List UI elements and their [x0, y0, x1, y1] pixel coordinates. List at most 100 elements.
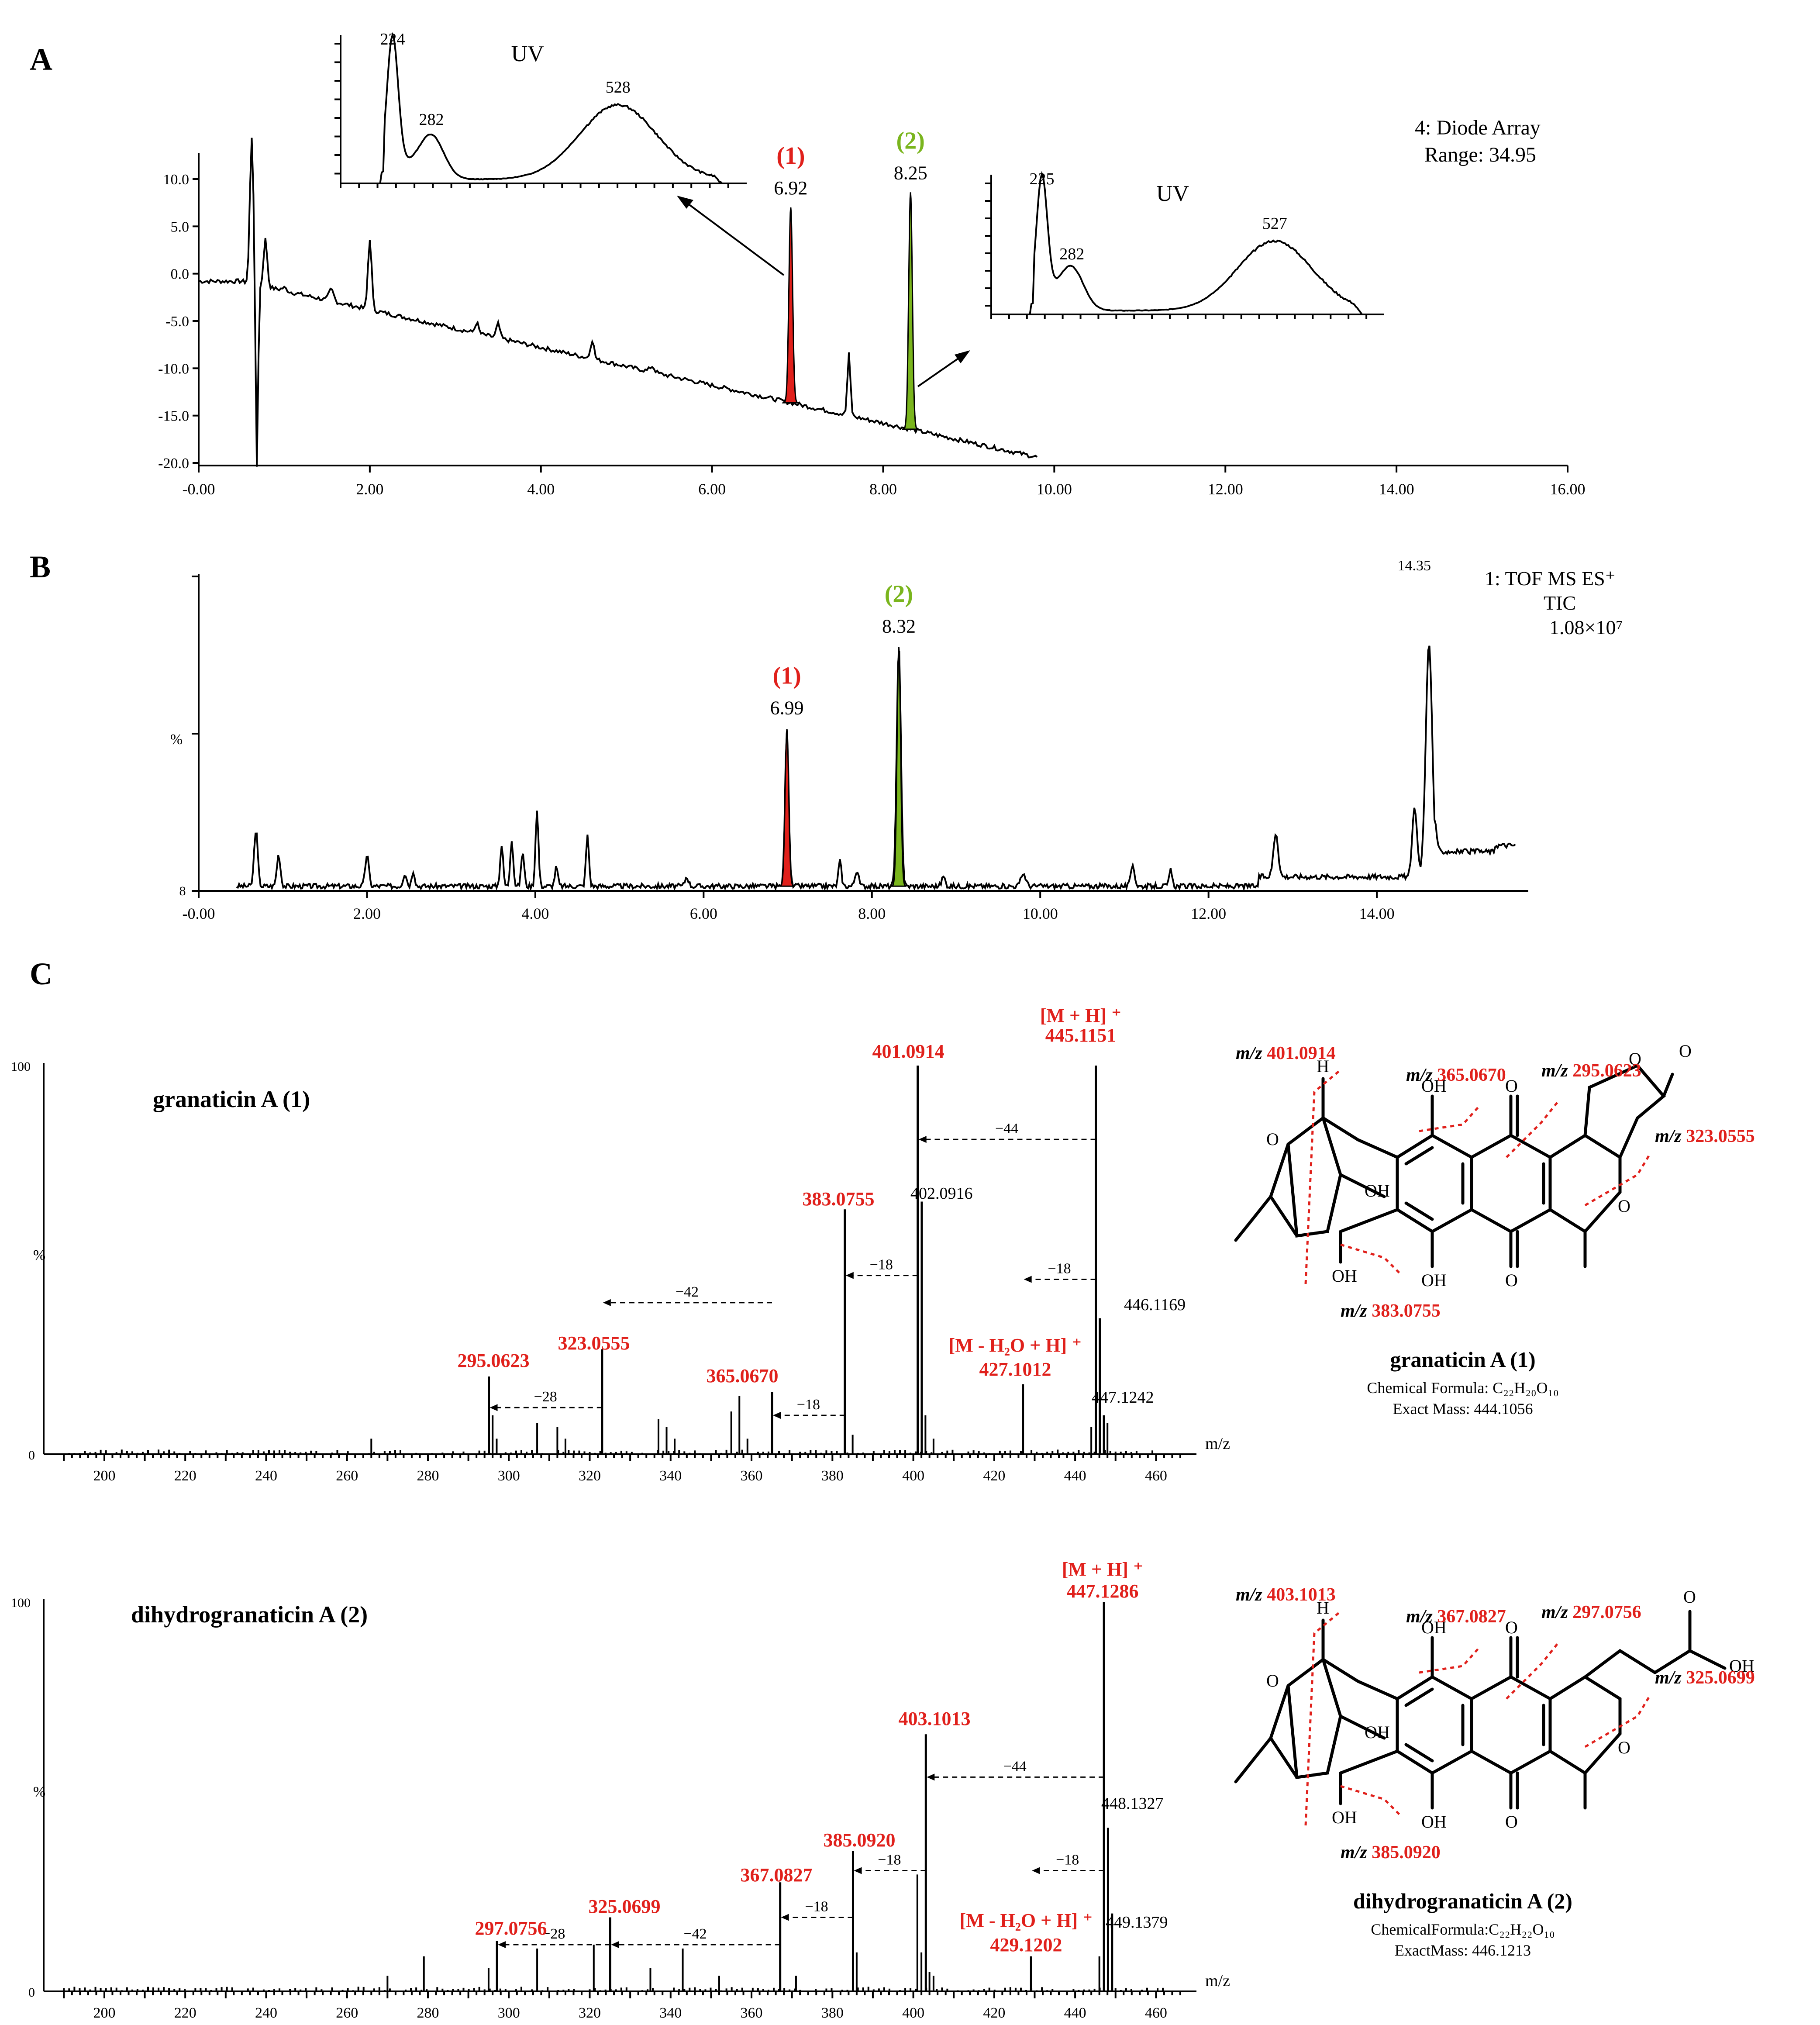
y-zero-label: 8	[179, 884, 186, 898]
x-tick-label: 12.00	[1191, 905, 1226, 922]
x-tick-label: 260	[336, 2005, 358, 2021]
x-tick-label: 14.00	[1359, 905, 1395, 922]
uv-spectrum-trace	[1004, 171, 1379, 315]
peak-mz-323.0555: 323.0555	[558, 1332, 630, 1354]
bond-methyl-left	[1234, 1195, 1272, 1242]
x-tick-label: 10.00	[1037, 480, 1072, 498]
peak-annotation-447.1286: [M + H] ⁺	[1062, 1559, 1143, 1580]
atom-o: O	[1266, 1671, 1279, 1690]
y-max-label: 100	[11, 1596, 31, 1610]
bond-ring-quinone	[1470, 1675, 1552, 1775]
peak-mz-447.1242: 447.1242	[1092, 1388, 1154, 1407]
bond-cage-right	[1321, 1116, 1399, 1233]
bond-double	[1404, 1146, 1434, 1166]
loss-label-5: −28	[534, 1389, 557, 1405]
atom-oh: OH	[1332, 1266, 1357, 1286]
peak-mz-449.1379: 449.1379	[1106, 1913, 1168, 1932]
bond-cage-right	[1321, 1658, 1399, 1775]
panel-c-spectrum-granaticin: 100 0% 200 220 240 260 280 300 320 340 360 380 400 42…	[11, 1005, 1230, 1484]
fragment-label-403.1013: m/z 403.1013	[1236, 1585, 1336, 1605]
bond-side-chain	[1583, 1649, 1657, 1679]
bond-double	[1404, 1687, 1434, 1707]
x-tick-label: 12.00	[1208, 480, 1243, 498]
x-tick-label: 16.00	[1550, 480, 1586, 498]
spectrum-title: granaticin A (1)	[153, 1086, 310, 1112]
loss-label-5: −28	[542, 1926, 565, 1942]
x-tick-label: 14.00	[1379, 480, 1414, 498]
peak-label-1: (1)	[776, 142, 805, 169]
atom-o: O	[1618, 1738, 1630, 1757]
x-tick-label: 280	[417, 2005, 439, 2021]
x-tick-label: 320	[579, 2005, 601, 2021]
spectrum-title: dihydrogranaticin A (2)	[131, 1601, 368, 1628]
atom-h: H	[1317, 1056, 1329, 1076]
uv-spectrum-trace	[354, 32, 741, 184]
loss-arrowhead	[1024, 1276, 1032, 1283]
loss-arrowhead	[845, 1272, 854, 1279]
y-axis-label: %	[170, 731, 183, 748]
x-tick-label: 420	[983, 1468, 1005, 1484]
peak-rt-3: 14.35	[1397, 558, 1431, 574]
x-tick-label: 360	[741, 1468, 763, 1484]
peak-fill-2	[902, 192, 919, 430]
x-tick-label: -0.00	[183, 480, 215, 498]
y-tick-label: 5.0	[171, 219, 190, 235]
peak-mz-365.0670: 365.0670	[707, 1365, 779, 1387]
x-tick-label: 220	[174, 1468, 196, 1484]
atom-oh: OH	[1421, 1812, 1447, 1832]
peak-mz-401.0914: 401.0914	[872, 1041, 944, 1062]
detector-title: 4: Diode Array	[1415, 116, 1541, 139]
peak-mz-427.1012: 427.1012	[979, 1359, 1051, 1380]
uv-max-label: 225	[1030, 170, 1055, 188]
x-tick-label: 6.00	[690, 905, 717, 922]
x-tick-label: 420	[983, 2005, 1005, 2021]
loss-label-2: −18	[1048, 1261, 1071, 1277]
x-tick-label: 460	[1145, 2005, 1167, 2021]
uv-inset-title: UV	[1156, 181, 1189, 206]
peak-mz-403.1013: 403.1013	[899, 1708, 971, 1729]
peak-mz-295.0623: 295.0623	[458, 1350, 530, 1371]
uv-max-label: 527	[1262, 214, 1287, 233]
x-tick-label: 6.00	[698, 480, 726, 498]
fragment-label-297.0756: m/z 297.0756	[1541, 1602, 1641, 1622]
x-tick-label: 380	[821, 2005, 844, 2021]
atom-oh: OH	[1332, 1808, 1357, 1827]
loss-label-3: −42	[676, 1284, 699, 1300]
bond-cage-bridge	[1339, 1715, 1386, 1740]
x-tick-label: 2.00	[353, 905, 381, 922]
peak-rt-2: 8.32	[882, 615, 916, 637]
y-axis-label: %	[33, 1784, 45, 1800]
x-axis-label: m/z	[1205, 1972, 1230, 1990]
x-tick-label: 4.00	[521, 905, 549, 922]
loss-label-4: −42	[683, 1926, 707, 1942]
peak-mz-325.0699: 325.0699	[589, 1896, 661, 1917]
compound-exact-mass: Exact Mass: 444.1056	[1393, 1400, 1533, 1418]
y-tick-label: -5.0	[165, 314, 189, 330]
panel-a-chromatogram: -0.00 2.00 4.00 6.00 8.00 10.00 12.00 14.00 16.0…	[158, 30, 1585, 498]
structure-dihydrogranaticin: O OH H O OH OH OH OH O O Om/z 403.1013 m/z 367.0827…	[1234, 1585, 1755, 1959]
detector-scale: 1.08×10⁷	[1549, 616, 1623, 638]
peak-mz-445.1151: 445.1151	[1045, 1025, 1117, 1046]
x-tick-label: 8.00	[858, 905, 886, 922]
atom-o: O	[1629, 1049, 1641, 1069]
peak-mz-297.0756: 297.0756	[475, 1918, 547, 1939]
x-tick-label: 340	[659, 2005, 682, 2021]
peak-fill-2	[890, 647, 907, 887]
bond-methyl-left	[1234, 1736, 1272, 1784]
fragment-cut-0	[1304, 1611, 1341, 1826]
x-axis-label: m/z	[1205, 1435, 1230, 1453]
loss-arrowhead	[854, 1867, 862, 1874]
x-tick-label: -0.00	[183, 905, 215, 922]
loss-label-3: −18	[805, 1899, 828, 1915]
peak-annotation-445.1151: [M + H] ⁺	[1040, 1005, 1121, 1026]
atom-h: H	[1317, 1598, 1329, 1618]
loss-arrowhead	[489, 1404, 498, 1411]
loss-label-1: −18	[878, 1852, 901, 1868]
loss-label-4: −18	[797, 1397, 820, 1413]
bond-cage-bridge	[1339, 1173, 1386, 1198]
arrowhead	[955, 350, 970, 363]
x-tick-label: 4.00	[527, 480, 555, 498]
peak-rt-2: 8.25	[894, 162, 927, 183]
panel-label-b: B	[30, 549, 51, 584]
